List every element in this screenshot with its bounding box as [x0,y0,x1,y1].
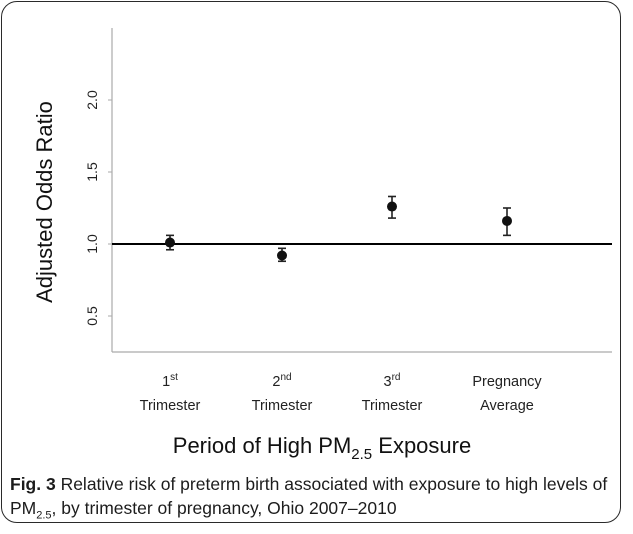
y-tick-label: 1.0 [84,234,100,254]
chart: 0.5 1.0 1.5 2.0 1st Trimester 2nd Trimester 3rd… [32,28,612,463]
x-category-label-line2: Average [480,398,534,414]
data-point [277,250,287,261]
y-axis-title: Adjusted Odds Ratio [32,101,57,303]
y-tick-label: 0.5 [84,306,100,326]
x-category-labels: 1st Trimester 2nd Trimester 3rd Trimester Preg… [140,372,543,414]
data-point [165,237,175,248]
x-category-label-line2: Trimester [252,398,313,414]
data-point [387,201,397,212]
x-category-label: 2nd [272,372,291,390]
data-points [165,195,512,263]
y-tick-label: 1.5 [84,162,100,182]
caption-label: Fig. 3 [10,474,56,494]
figure-caption: Fig. 3 Relative risk of preterm birth as… [10,472,620,528]
caption-text-a: Relative risk of preterm birth associate… [10,474,608,518]
x-axis-title: Period of High PM2.5 Exposure [173,433,471,463]
data-point [502,215,512,226]
x-category-label-line2: Trimester [140,398,201,414]
x-category-label: 3rd [384,372,401,390]
x-category-label: Pregnancy [472,374,542,390]
y-ticks: 0.5 1.0 1.5 2.0 [84,90,112,326]
x-category-label: 1st [162,372,178,390]
x-category-label-line2: Trimester [362,398,423,414]
caption-sub: 2.5 [36,509,52,522]
axes [111,28,612,353]
figure-frame [1,1,621,523]
caption-text-b: , by trimester of pregnancy, Ohio 2007–2… [51,498,397,518]
axis-titles: Adjusted Odds Ratio Period of High PM2.5 … [32,101,471,463]
y-tick-label: 2.0 [84,90,100,110]
